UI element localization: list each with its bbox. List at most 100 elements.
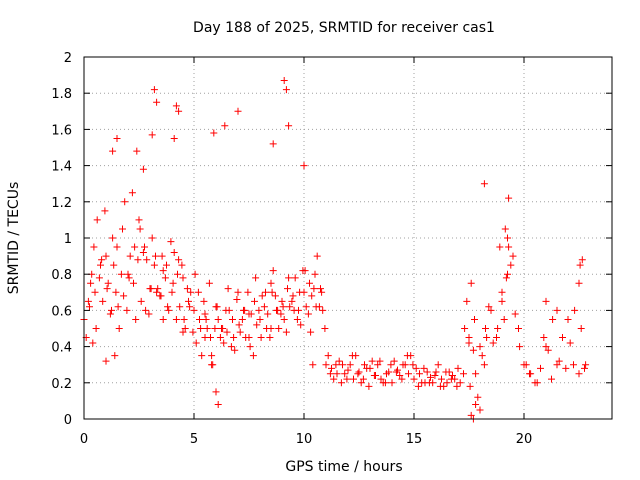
data-point bbox=[189, 328, 197, 336]
data-point bbox=[183, 285, 191, 293]
data-point bbox=[235, 321, 243, 329]
data-point bbox=[84, 297, 92, 305]
data-point bbox=[453, 382, 461, 390]
data-point bbox=[361, 361, 368, 369]
data-point bbox=[478, 352, 486, 360]
data-point bbox=[507, 261, 515, 269]
data-point bbox=[410, 375, 418, 383]
data-point bbox=[174, 270, 181, 278]
data-point bbox=[504, 270, 511, 278]
data-point bbox=[469, 346, 477, 354]
data-point bbox=[156, 292, 164, 300]
data-point bbox=[564, 315, 572, 323]
data-point bbox=[346, 361, 354, 369]
data-point bbox=[278, 297, 286, 305]
y-tick-label: 1.2 bbox=[51, 196, 72, 211]
data-point bbox=[388, 379, 396, 387]
y-tick-label: 1.4 bbox=[51, 160, 72, 175]
data-point bbox=[566, 339, 574, 347]
data-point bbox=[581, 364, 588, 372]
data-point bbox=[416, 370, 423, 378]
data-point bbox=[571, 306, 579, 314]
data-point bbox=[277, 310, 285, 318]
data-point bbox=[208, 352, 216, 360]
data-point bbox=[544, 346, 552, 354]
data-point bbox=[483, 334, 491, 342]
data-point bbox=[501, 225, 509, 233]
data-point bbox=[117, 270, 125, 278]
data-point bbox=[152, 252, 159, 260]
data-point bbox=[179, 274, 187, 282]
data-point bbox=[164, 303, 172, 311]
data-point bbox=[553, 306, 561, 314]
data-point bbox=[290, 306, 298, 314]
data-point bbox=[313, 252, 321, 260]
data-point bbox=[147, 285, 155, 293]
data-point bbox=[180, 315, 188, 323]
data-point bbox=[221, 122, 229, 130]
y-tick-label: 0.2 bbox=[51, 377, 72, 392]
data-point bbox=[170, 248, 178, 256]
data-point bbox=[285, 274, 293, 282]
data-point bbox=[335, 357, 343, 365]
data-point bbox=[300, 162, 308, 170]
y-tick-label: 1.8 bbox=[51, 87, 72, 102]
data-point bbox=[205, 279, 213, 287]
data-point bbox=[385, 368, 393, 376]
data-point bbox=[540, 334, 548, 342]
x-axis-label: GPS time / hours bbox=[285, 459, 402, 475]
data-point bbox=[132, 315, 140, 323]
data-point bbox=[210, 129, 218, 137]
data-point bbox=[201, 310, 209, 318]
data-point bbox=[284, 285, 291, 293]
data-point bbox=[93, 216, 101, 224]
data-point bbox=[201, 334, 209, 342]
data-point bbox=[297, 321, 305, 329]
data-point bbox=[126, 252, 134, 260]
data-point bbox=[194, 288, 202, 296]
data-point bbox=[474, 393, 482, 401]
data-point bbox=[120, 292, 128, 300]
axis-ticks bbox=[83, 56, 612, 420]
gridlines bbox=[84, 57, 612, 419]
data-point bbox=[197, 325, 205, 332]
data-point bbox=[89, 339, 97, 347]
data-point bbox=[238, 315, 246, 323]
data-point bbox=[339, 361, 346, 369]
data-point bbox=[214, 401, 222, 409]
data-point bbox=[307, 328, 315, 336]
data-point bbox=[412, 364, 420, 372]
data-point bbox=[288, 297, 296, 305]
data-point bbox=[301, 267, 309, 275]
data-point bbox=[548, 375, 555, 383]
data-point bbox=[135, 216, 143, 224]
data-point bbox=[387, 361, 395, 369]
data-point bbox=[163, 261, 170, 269]
data-point bbox=[447, 375, 455, 383]
data-point bbox=[192, 339, 200, 347]
y-axis-label: SRMTID / TECUs bbox=[6, 182, 22, 295]
data-point bbox=[324, 352, 332, 360]
data-point bbox=[377, 375, 385, 383]
x-tick-label: 20 bbox=[516, 432, 533, 447]
data-point bbox=[97, 261, 104, 269]
data-point bbox=[309, 361, 317, 369]
data-point bbox=[102, 357, 110, 365]
data-point bbox=[418, 379, 426, 387]
data-point bbox=[247, 310, 255, 318]
data-point bbox=[137, 297, 145, 305]
data-point bbox=[106, 310, 114, 318]
data-point bbox=[133, 147, 141, 155]
data-point bbox=[176, 303, 184, 311]
data-point bbox=[332, 361, 340, 369]
data-point bbox=[119, 225, 126, 233]
data-point bbox=[341, 370, 349, 378]
data-point bbox=[293, 315, 301, 323]
data-point bbox=[577, 325, 585, 332]
data-point bbox=[143, 256, 151, 264]
data-point bbox=[509, 252, 517, 260]
y-tick-label: 1 bbox=[64, 232, 72, 247]
data-point bbox=[224, 285, 232, 293]
data-point bbox=[322, 361, 330, 369]
data-point bbox=[87, 279, 95, 287]
